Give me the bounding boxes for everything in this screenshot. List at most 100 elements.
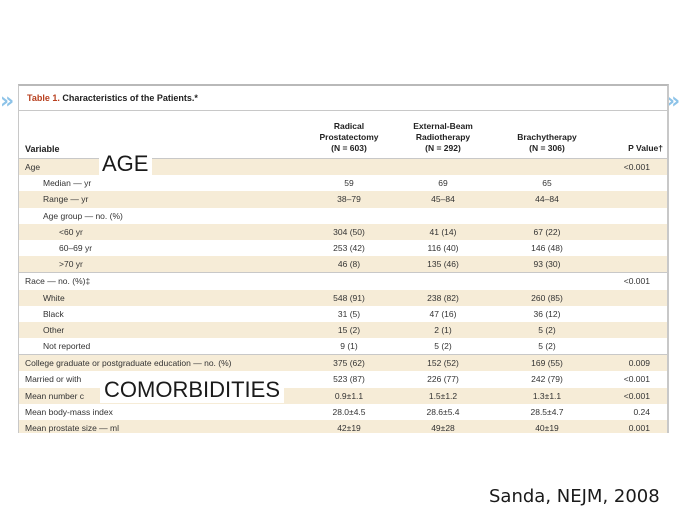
cell-external-beam: 45–84 [431, 194, 455, 205]
cell-external-beam: 2 (1) [434, 324, 452, 335]
comorbidities-overlay-label: COMORBIDITIES [100, 377, 285, 403]
header-c2-line3: (N = 292) [425, 143, 461, 153]
cell-p-value: 0.001 [628, 423, 650, 433]
citation: Sanda, NEJM, 2008 [489, 486, 660, 507]
header-c2-line2: Radiotherapy [415, 132, 471, 142]
cell-external-beam: 226 (77) [427, 374, 459, 385]
header-radical-prostatectomy: Radical Prostatectomy (N = 603) [309, 121, 389, 154]
table-row: Median — yr 59 69 65 [19, 175, 667, 191]
cell-external-beam: 49±28 [431, 423, 455, 433]
row-label: Median — yr [43, 178, 92, 189]
row-label: Race — no. (%)‡ [25, 276, 91, 287]
age-overlay-label: AGE [99, 151, 153, 177]
left-chevron-icon: » [0, 89, 15, 114]
row-label: Other [43, 324, 65, 335]
patient-characteristics-table: Table 1. Characteristics of the Patients… [18, 84, 669, 433]
row-label: Range — yr [43, 194, 89, 205]
header-p-value: P Value† [628, 143, 663, 153]
cell-brachytherapy: 93 (30) [533, 259, 561, 270]
row-label: Age group — no. (%) [43, 210, 123, 221]
table-row: >70 yr 46 (8) 135 (46) 93 (30) [19, 256, 667, 273]
cell-brachytherapy: 5 (2) [538, 324, 556, 335]
header-external-beam-radiotherapy: External-Beam Radiotherapy (N = 292) [403, 121, 483, 154]
cell-radical-prostatectomy: 523 (87) [333, 374, 365, 385]
cell-brachytherapy: 1.3±1.1 [532, 390, 562, 401]
cell-radical-prostatectomy: 42±19 [337, 423, 361, 433]
table-row: Age <0.001 [19, 159, 667, 176]
cell-brachytherapy: 5 (2) [538, 341, 556, 352]
cell-external-beam: 41 (14) [429, 226, 457, 237]
header-c1-line1: Radical [333, 121, 365, 131]
table-row: Mean body-mass index 28.0±4.5 28.6±5.4 28.5… [19, 404, 667, 420]
header-c2-line1: External-Beam [413, 121, 473, 131]
table-title-text: Characteristics of the Patients.* [59, 93, 198, 103]
table-row: 60–69 yr 253 (42) 116 (40) 146 (48) [19, 240, 667, 256]
cell-external-beam: 47 (16) [429, 308, 457, 319]
row-label: Age [25, 162, 41, 172]
header-c3-line1: Brachytherapy [517, 132, 577, 142]
row-label: Black [43, 308, 64, 319]
cell-radical-prostatectomy: 28.0±4.5 [332, 406, 366, 417]
row-label: <60 yr [59, 226, 83, 237]
cell-brachytherapy: 260 (85) [531, 292, 563, 303]
cell-brachytherapy: 40±19 [535, 423, 559, 433]
table-number: Table 1. [27, 93, 60, 103]
cell-brachytherapy: 146 (48) [531, 242, 563, 253]
cell-p-value: <0.001 [623, 162, 650, 172]
table-row: Not reported 9 (1) 5 (2) 5 (2) [19, 338, 667, 354]
cell-radical-prostatectomy: 548 (91) [333, 292, 365, 303]
cell-radical-prostatectomy: 38–79 [337, 194, 361, 205]
cell-brachytherapy: 67 (22) [533, 226, 561, 237]
cell-radical-prostatectomy: 59 [344, 178, 354, 189]
table-row: Age group — no. (%) [19, 208, 667, 224]
cell-radical-prostatectomy: 9 (1) [340, 341, 358, 352]
cell-brachytherapy: 65 [542, 178, 552, 189]
header-brachytherapy: Brachytherapy (N = 306) [505, 132, 589, 154]
cell-radical-prostatectomy: 0.9±1.1 [334, 390, 364, 401]
row-label: Not reported [43, 341, 91, 352]
row-label: Married or with [25, 374, 82, 385]
cell-p-value: <0.001 [623, 374, 650, 385]
table-body: Age <0.001 Median — yr 59 69 65 Range — yr 38–7… [19, 159, 667, 433]
table-row: Black 31 (5) 47 (16) 36 (12) [19, 306, 667, 322]
cell-brachytherapy: 28.5±4.7 [530, 406, 564, 417]
cell-p-value: 0.009 [628, 358, 650, 369]
table-header: Variable Radical Prostatectomy (N = 603)… [19, 111, 667, 159]
row-label: White [43, 292, 65, 303]
row-label: >70 yr [59, 259, 83, 270]
table-row: White 548 (91) 238 (82) 260 (85) [19, 289, 667, 306]
table-row: College graduate or postgraduate educati… [19, 354, 667, 372]
header-c1-line3: (N = 603) [331, 143, 367, 153]
cell-radical-prostatectomy: 15 (2) [337, 324, 361, 335]
cell-external-beam: 1.5±1.2 [428, 390, 458, 401]
cell-external-beam: 69 [438, 178, 448, 189]
cell-p-value: <0.001 [623, 276, 650, 287]
header-variable: Variable [25, 144, 60, 154]
cell-radical-prostatectomy: 375 (62) [333, 358, 365, 369]
cell-external-beam: 5 (2) [434, 341, 452, 352]
cell-brachytherapy: 242 (79) [531, 374, 563, 385]
row-label: Mean prostate size — ml [25, 423, 120, 433]
cell-radical-prostatectomy: 46 (8) [337, 259, 361, 270]
cell-radical-prostatectomy: 31 (5) [337, 308, 361, 319]
table-title: Table 1. Characteristics of the Patients… [19, 86, 667, 111]
cell-brachytherapy: 36 (12) [533, 308, 561, 319]
row-label: Mean number c [25, 390, 85, 401]
cell-external-beam: 116 (40) [427, 242, 459, 253]
row-label: 60–69 yr [59, 242, 93, 253]
cell-p-value: 0.24 [633, 406, 650, 417]
table-row: Range — yr 38–79 45–84 44–84 [19, 191, 667, 208]
cell-external-beam: 135 (46) [427, 259, 459, 270]
cell-radical-prostatectomy: 253 (42) [333, 242, 365, 253]
header-c3-line2: (N = 306) [529, 143, 565, 153]
cell-brachytherapy: 44–84 [535, 194, 559, 205]
table-row: Other 15 (2) 2 (1) 5 (2) [19, 321, 667, 339]
cell-brachytherapy: 169 (55) [531, 358, 563, 369]
cell-radical-prostatectomy: 304 (50) [333, 226, 365, 237]
cell-external-beam: 152 (52) [427, 358, 459, 369]
cell-external-beam: 238 (82) [427, 292, 459, 303]
table-row: Mean prostate size — ml 42±19 49±28 40±19 0.… [19, 420, 667, 433]
table-row: Married or with 523 (87) 226 (77) 242 (79) <… [19, 371, 667, 387]
row-label: College graduate or postgraduate educati… [25, 358, 232, 369]
table-row: <60 yr 304 (50) 41 (14) 67 (22) [19, 223, 667, 240]
